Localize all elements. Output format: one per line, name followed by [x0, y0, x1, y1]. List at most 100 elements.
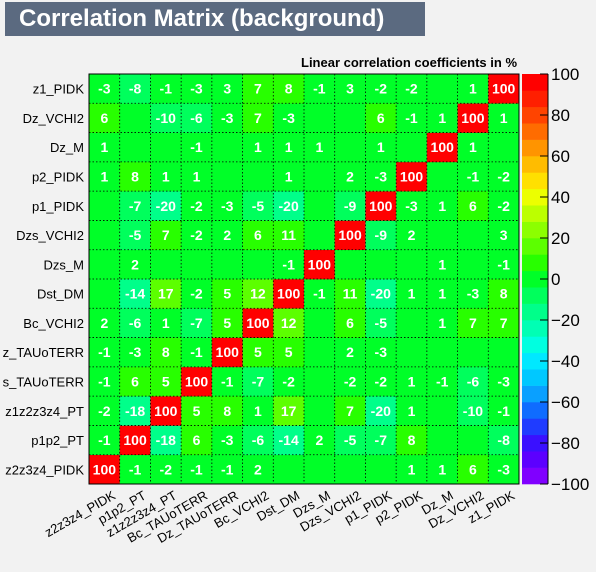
heatmap-cell [150, 279, 182, 309]
heatmap-cell [242, 132, 274, 163]
color-scale-segment [522, 402, 548, 419]
heatmap-cell [365, 396, 397, 426]
color-scale-ticks: 100 80 60 40 20 0 −20 −40 −60 −80 −100 [540, 65, 589, 494]
cell-value-label: -2 [497, 169, 510, 185]
cell-value-label: 100 [308, 256, 332, 272]
cell-value-label: 17 [281, 403, 297, 419]
color-scale-segment [522, 336, 548, 354]
heatmap-cell [334, 425, 366, 456]
cell-value-label: 100 [216, 344, 240, 360]
heatmap-cell [488, 132, 520, 163]
cell-value-label: 6 [346, 315, 354, 331]
y-tick-label: p2_PIDK [32, 170, 84, 185]
heatmap-cell [396, 161, 428, 192]
heatmap-cell [488, 220, 520, 251]
cell-value-label: -3 [375, 344, 388, 360]
heatmap-cell [242, 337, 274, 368]
cell-value-label: 1 [254, 403, 262, 419]
cell-value-label: -3 [190, 81, 203, 97]
heatmap-cell [304, 396, 336, 426]
color-scale-segment [522, 467, 548, 485]
heatmap-grid [88, 73, 520, 485]
heatmap-cell [304, 161, 336, 192]
cell-value-label: 6 [131, 374, 139, 390]
cell-value-label: 6 [100, 110, 108, 126]
cell-value-label: -2 [405, 81, 418, 97]
y-tick-label: Dst_DM [37, 287, 84, 302]
cell-value-label: 1 [100, 169, 108, 185]
color-scale-segment [522, 156, 548, 173]
heatmap-cell [304, 74, 336, 104]
cell-value-label: 100 [431, 139, 455, 155]
heatmap-cell [89, 308, 121, 338]
heatmap-cell [334, 220, 366, 251]
heatmap-cell [426, 191, 458, 221]
color-scale-segment [522, 270, 548, 288]
color-scale-segment [522, 254, 548, 272]
heatmap-cell [273, 396, 305, 426]
cell-value-label: 1 [162, 315, 170, 331]
heatmap-cell [334, 161, 366, 192]
heatmap-cell [457, 191, 489, 221]
heatmap-cell [181, 161, 213, 192]
plot-frame [88, 73, 520, 485]
cell-value-label: -1 [282, 256, 295, 272]
color-scale-segment [522, 320, 548, 337]
cell-value-label: 100 [461, 110, 485, 126]
heatmap-cell [426, 249, 458, 280]
heatmap-cell [119, 279, 151, 309]
heatmap-cell [89, 103, 121, 133]
cell-value-label: -1 [190, 139, 203, 155]
cell-value-label: 100 [93, 461, 117, 477]
cell-value-label: -6 [252, 432, 265, 448]
cell-value-label: -2 [98, 403, 111, 419]
cell-value-label: 1 [193, 169, 201, 185]
heatmap-cell [89, 337, 121, 368]
cell-value-label: -20 [279, 198, 299, 214]
color-scale-segment [522, 352, 548, 370]
cell-value-label: 1 [285, 169, 293, 185]
cell-value-label: -14 [125, 286, 145, 302]
color-scale-tick-label: −100 [551, 475, 589, 494]
heatmap-cell [242, 74, 274, 104]
heatmap-cell [396, 103, 428, 133]
color-scale-tick-label: 0 [551, 270, 560, 289]
cell-value-label: 1 [100, 139, 108, 155]
y-axis-labels: z2z3z4_PIDK p1p2_PT z1z2z3z4_PT s_TAUoTERR z… [3, 82, 85, 478]
heatmap-cell [273, 161, 305, 192]
heatmap-cell [150, 132, 182, 163]
cell-value-label: -20 [371, 403, 391, 419]
heatmap-cell [457, 366, 489, 397]
cell-value-label: -8 [497, 432, 510, 448]
heatmap-cell [119, 161, 151, 192]
cell-value-label: -1 [160, 81, 173, 97]
heatmap-cell [89, 132, 121, 163]
heatmap-cell [119, 74, 151, 104]
cell-value-label: 7 [254, 81, 262, 97]
cell-value-label: 1 [500, 110, 508, 126]
cell-value-label: 100 [400, 169, 424, 185]
heatmap-cell [242, 308, 274, 338]
cell-value-label: 1 [162, 169, 170, 185]
cell-value-label: -18 [125, 403, 145, 419]
heatmap-cell [457, 132, 489, 163]
heatmap-cell [488, 161, 520, 192]
cell-value-label: 8 [223, 403, 231, 419]
color-scale-tick-label: 100 [551, 65, 579, 84]
heatmap-cell [273, 454, 305, 485]
cell-value-label: -1 [313, 286, 326, 302]
heatmap-cell [181, 132, 213, 163]
y-tick-label: s_TAUoTERR [3, 375, 84, 390]
cell-value-label: -9 [344, 198, 357, 214]
cell-value-label: -10 [156, 110, 176, 126]
color-scale-segment [522, 418, 548, 436]
heatmap-cell [304, 249, 336, 280]
heatmap-cell [211, 366, 243, 397]
cell-value-label: 100 [369, 198, 393, 214]
heatmap-cell [334, 191, 366, 221]
cell-value-label: -2 [190, 227, 203, 243]
cell-value-label: -2 [190, 198, 203, 214]
heatmap-cell [396, 191, 428, 221]
cell-value-label: -2 [375, 374, 388, 390]
heatmap-cell [273, 425, 305, 456]
